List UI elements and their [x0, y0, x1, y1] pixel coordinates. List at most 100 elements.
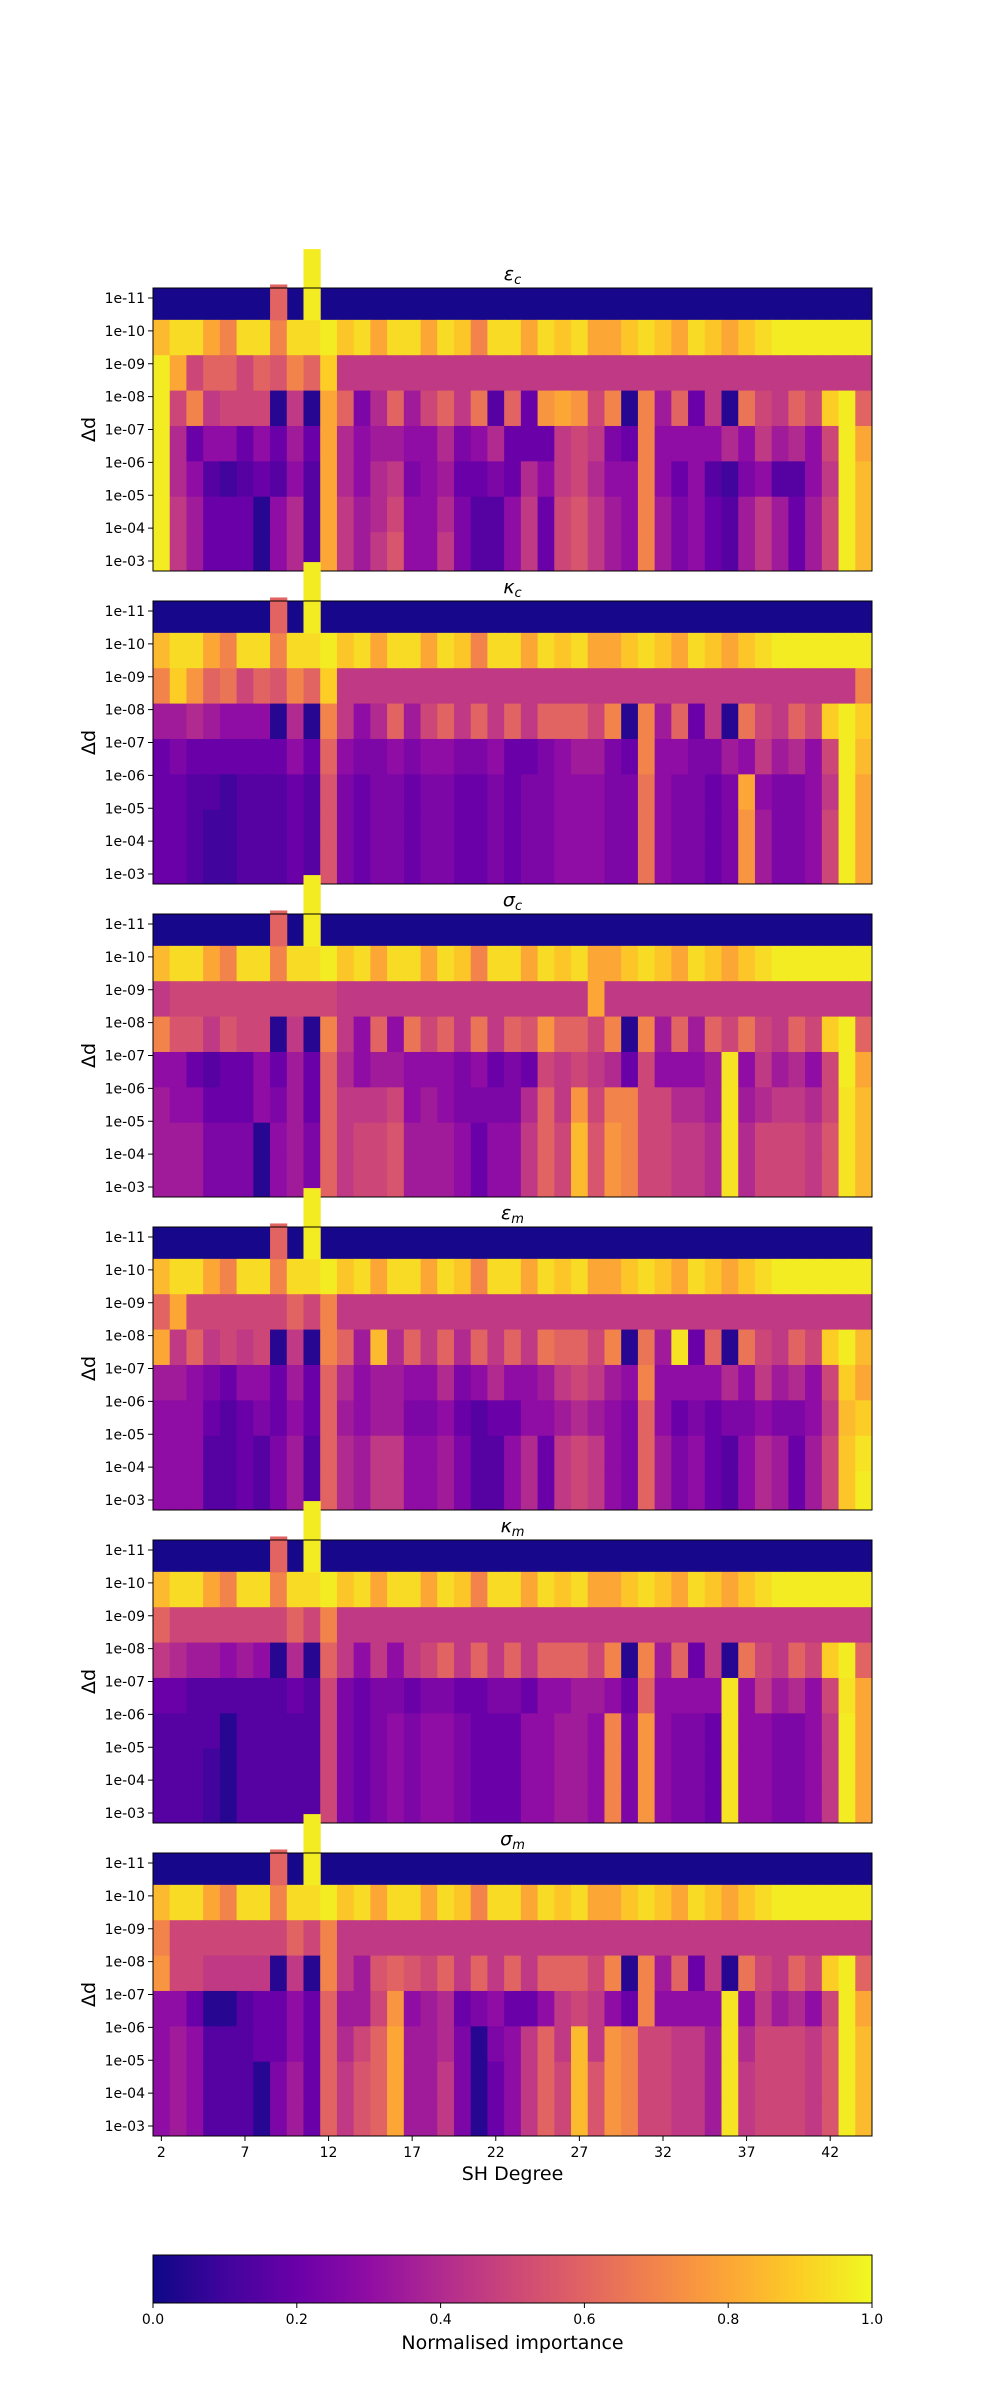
y-tick-label: 1e-06 [105, 455, 145, 471]
heatmap-cell [671, 1016, 689, 1053]
heatmap-cell [838, 496, 856, 533]
heatmap-cell [353, 632, 371, 669]
colorbar-tick-label: 0.8 [717, 2312, 739, 2328]
heatmap-cell [286, 1158, 304, 1198]
heatmap-cell [571, 1051, 589, 1088]
heatmap-cell [587, 1400, 605, 1437]
heatmap-cell [654, 390, 672, 427]
heatmap-cell [353, 945, 371, 982]
heatmap-cell [754, 1713, 773, 1750]
heatmap-cell [320, 319, 338, 356]
heatmap-cell [788, 632, 806, 669]
heatmap-cell [771, 1400, 789, 1437]
heatmap-cell [370, 1016, 388, 1053]
heatmap-cell [186, 1435, 204, 1472]
x-tick-label: 12 [320, 2145, 338, 2161]
heatmap-cell [754, 1571, 773, 1608]
heatmap-cell [537, 632, 555, 669]
heatmap-cell [420, 981, 438, 1018]
heatmap-cell [587, 845, 605, 885]
heatmap-cell [654, 1748, 672, 1785]
heatmap-cell [487, 1016, 505, 1053]
heatmap-cell [169, 1955, 187, 1992]
heatmap-cell [320, 1990, 338, 2027]
heatmap-cell [587, 1471, 605, 1511]
heatmap-cell [571, 2061, 589, 2098]
heatmap-cell [203, 1884, 221, 1921]
heatmap-cell [420, 1471, 438, 1511]
heatmap-cell [236, 390, 254, 427]
heatmap-cell [153, 355, 171, 392]
heatmap-cell [403, 1051, 422, 1088]
heatmap-cell [771, 1990, 789, 2027]
heatmap-cell [186, 703, 204, 740]
heatmap-cell [153, 738, 171, 775]
heatmap-cell [788, 1884, 806, 1921]
heatmap-cell [219, 1329, 238, 1366]
heatmap-cell [554, 738, 572, 775]
heatmap-cell [554, 1784, 572, 1824]
heatmap-cell [336, 355, 355, 392]
heatmap-cell [637, 774, 656, 811]
heatmap-cell [286, 1955, 304, 1992]
heatmap-cell [838, 1329, 856, 1366]
heatmap-cell [654, 1400, 672, 1437]
heatmap-cell [303, 845, 321, 885]
heatmap-cell [520, 1784, 539, 1824]
heatmap-cell [286, 1784, 304, 1824]
heatmap-cell [504, 668, 522, 705]
heatmap-cell [805, 355, 823, 392]
heatmap-cell [453, 1158, 472, 1198]
heatmap-cell [236, 809, 254, 846]
y-tick-label: 1e-05 [105, 1427, 145, 1443]
heatmap-cell [788, 774, 806, 811]
heatmap-cell [520, 390, 539, 427]
heatmap-cell [203, 1122, 221, 1159]
heatmap-cell [353, 1990, 371, 2027]
heatmap-cell [704, 2026, 723, 2063]
heatmap-cell [303, 774, 321, 811]
heatmap-cell [336, 1642, 355, 1679]
heatmap-cell [537, 1329, 555, 1366]
heatmap-cell [671, 1122, 689, 1159]
y-tick-label: 1e-05 [105, 488, 145, 504]
heatmap-cell [520, 425, 539, 462]
heatmap-cell [688, 532, 706, 572]
heatmap-cell [453, 945, 472, 982]
heatmap-cell [788, 1435, 806, 1472]
heatmap-cell [537, 1990, 555, 2027]
heatmap-cell [671, 738, 689, 775]
heatmap-cell [219, 632, 238, 669]
heatmap-cell [721, 355, 739, 392]
heatmap-cell [403, 632, 422, 669]
heatmap-cell [754, 1364, 773, 1401]
heatmap-cell [253, 2061, 271, 2098]
heatmap-cell [487, 809, 505, 846]
heatmap-cell [236, 1748, 254, 1785]
heatmap-cell [303, 668, 321, 705]
heatmap-cell [336, 2097, 355, 2137]
heatmap-cell [805, 1122, 823, 1159]
heatmap-cell [554, 1258, 572, 1295]
heatmap-cell [721, 1400, 739, 1437]
heatmap-cell [621, 355, 639, 392]
y-tick-label: 1e-09 [105, 357, 145, 373]
heatmap-cell [855, 774, 873, 811]
heatmap-cell [286, 1087, 304, 1124]
heatmap-cell [403, 355, 422, 392]
heatmap-cell [270, 668, 288, 705]
heatmap-cell [487, 668, 505, 705]
heatmap-cell [788, 2097, 806, 2137]
heatmap-cell [353, 461, 371, 498]
heatmap-cell [821, 1400, 840, 1437]
y-tick-label: 1e-10 [105, 1263, 145, 1279]
y-axis-label: Δd [78, 1043, 100, 1068]
heatmap-cell [604, 1294, 622, 1331]
heatmap-cell [387, 1713, 405, 1750]
colorbar-tick-label: 0.0 [142, 2312, 164, 2328]
heatmap-cell [805, 774, 823, 811]
heatmap-cell [504, 1677, 522, 1714]
heatmap-cell [420, 2026, 438, 2063]
heatmap-cell [320, 1016, 338, 1053]
heatmap-cell [219, 1990, 238, 2027]
